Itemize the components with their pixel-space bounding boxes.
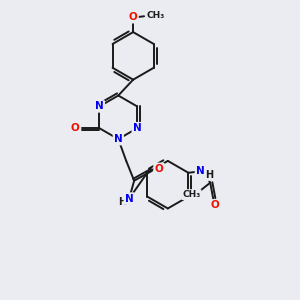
Text: O: O bbox=[129, 12, 137, 22]
Text: H: H bbox=[205, 170, 213, 180]
Text: N: N bbox=[114, 134, 123, 144]
Text: N: N bbox=[133, 123, 142, 133]
Text: O: O bbox=[70, 123, 79, 133]
Text: N: N bbox=[125, 194, 134, 203]
Text: H: H bbox=[118, 196, 126, 206]
Text: O: O bbox=[211, 200, 220, 211]
Text: CH₃: CH₃ bbox=[182, 190, 200, 199]
Text: N: N bbox=[196, 166, 205, 176]
Text: CH₃: CH₃ bbox=[146, 11, 164, 20]
Text: N: N bbox=[95, 101, 104, 111]
Text: O: O bbox=[154, 164, 163, 174]
